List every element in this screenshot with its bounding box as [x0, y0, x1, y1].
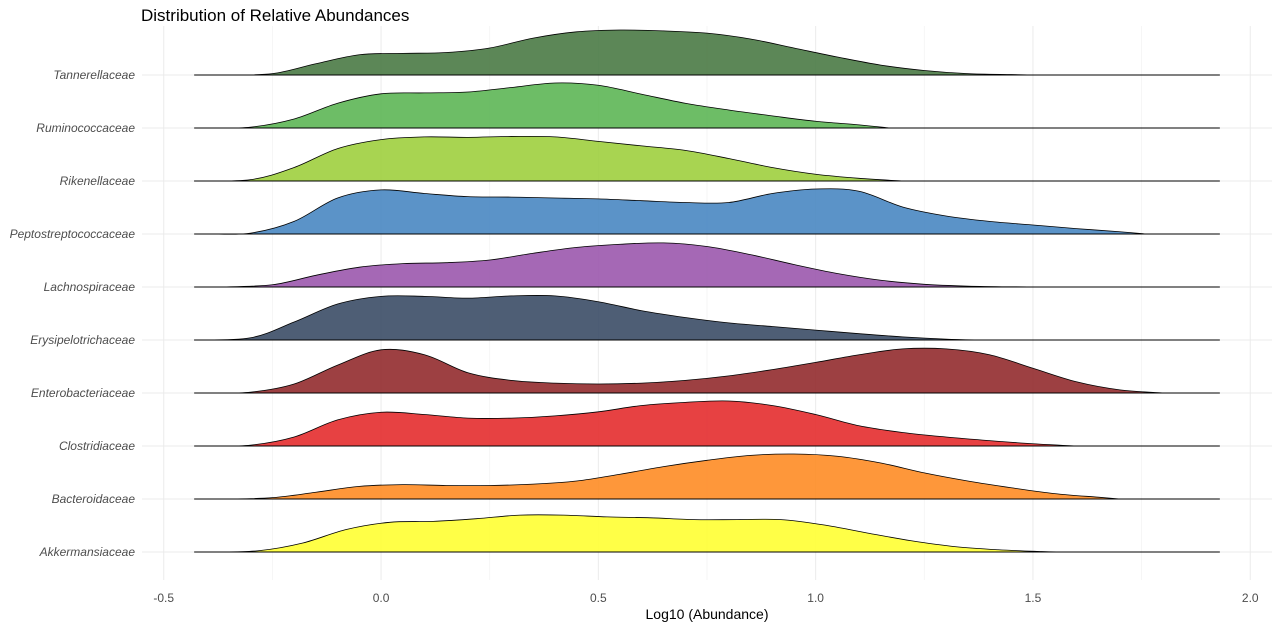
y-tick-label: Clostridiaceae	[59, 439, 135, 453]
ridge-area	[220, 242, 1055, 287]
y-tick-label: Erysipelotrichaceae	[30, 333, 135, 347]
ridge-outline	[207, 347, 1164, 394]
ridges	[194, 29, 1220, 553]
ridge-bacteroidaceae	[194, 453, 1220, 500]
ridge-outline	[194, 294, 981, 341]
x-tick-label: 1.5	[1025, 591, 1042, 605]
y-tick-labels: Tannerellaceae Ruminococcaceae Rikenellace…	[10, 68, 136, 559]
ridge-ruminococcaceae	[194, 82, 1220, 129]
x-tick-label: 0.0	[373, 591, 390, 605]
y-tick-label: Bacteroidaceae	[52, 492, 136, 506]
y-tick-label: Enterobacteriaceae	[31, 386, 135, 400]
ridge-lachnospiraceae	[194, 242, 1220, 288]
ridge-clostridiaceae	[194, 400, 1220, 447]
ridge-erysipelotrichaceae	[194, 294, 1220, 341]
x-tick-labels: -0.5 0.0 0.5 1.0 1.5 2.0	[153, 591, 1259, 605]
y-tick-label: Akkermansiaceae	[39, 545, 136, 559]
ridge-area	[228, 453, 1120, 499]
ridge-area	[207, 400, 1077, 447]
ridge-area	[224, 29, 1033, 75]
x-tick-label: 0.5	[590, 591, 607, 605]
x-axis-label: Log10 (Abundance)	[646, 606, 769, 622]
chart-title: Distribution of Relative Abundances	[141, 6, 409, 25]
ridge-outline	[224, 29, 1033, 76]
ridge-outline	[228, 453, 1120, 500]
x-tick-label: 1.0	[807, 591, 824, 605]
ridge-outline	[194, 135, 903, 182]
ridge-akkermansiaceae	[194, 514, 1220, 553]
ridge-rikenellaceae	[194, 135, 1220, 182]
ridge-tannerellaceae	[194, 29, 1220, 76]
y-tick-label: Peptostreptococcaceae	[10, 227, 136, 241]
y-tick-label: Ruminococcaceae	[36, 121, 135, 135]
ridge-outline	[207, 400, 1077, 447]
ridge-area	[211, 188, 1146, 235]
x-tick-label: 2.0	[1242, 591, 1259, 605]
ridge-outline	[207, 82, 890, 129]
ridge-peptostreptococcaceae	[194, 188, 1220, 235]
ridge-area	[194, 136, 903, 182]
ridge-outline	[215, 514, 1060, 553]
y-tick-label: Rikenellaceae	[60, 174, 136, 188]
ridge-area	[194, 295, 981, 340]
y-tick-label: Lachnospiraceae	[44, 280, 136, 294]
ridge-area	[207, 348, 1164, 394]
x-tick-label: -0.5	[153, 591, 174, 605]
ridge-area	[207, 82, 890, 129]
ridge-area	[215, 514, 1060, 552]
ridge-outline	[220, 242, 1055, 288]
ridge-outline	[211, 188, 1146, 235]
y-tick-label: Tannerellaceae	[53, 68, 135, 82]
ridge-enterobacteriaceae	[194, 347, 1220, 394]
